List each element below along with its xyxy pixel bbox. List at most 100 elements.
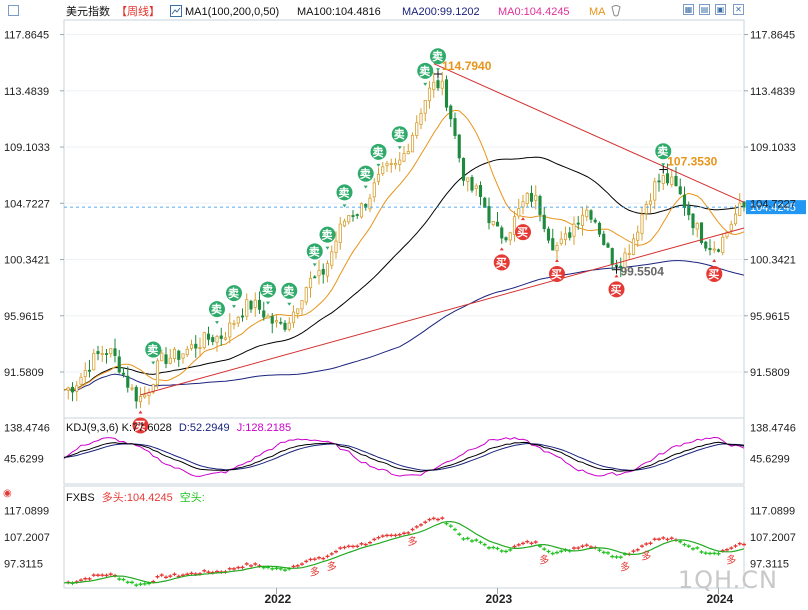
y-tick-right: 117.8645 xyxy=(750,30,795,42)
candle-body xyxy=(381,166,385,174)
ma-settings-icon[interactable] xyxy=(170,5,182,21)
candle-body xyxy=(644,204,648,214)
fxbs-long-marker: 多 xyxy=(620,561,630,574)
sell-signal-badge xyxy=(655,143,672,160)
buy-signal-label: 买 xyxy=(517,226,528,239)
y-tick-left: 100.3421 xyxy=(4,255,50,267)
candle-body xyxy=(308,277,313,289)
fxbs-tick-left: 107.2007 xyxy=(4,532,50,544)
candle-body xyxy=(313,276,317,279)
candle-body xyxy=(325,263,330,277)
candle-body xyxy=(542,214,546,230)
buy-signal-badge xyxy=(608,281,625,298)
candle-body xyxy=(100,353,104,355)
candle-body xyxy=(385,163,389,167)
candle-body xyxy=(597,222,602,235)
buy-signal-label: 买 xyxy=(611,283,622,296)
sell-arrow xyxy=(312,263,317,267)
sell-signal-badge xyxy=(336,184,353,201)
period-label[interactable]: 【周线】 xyxy=(116,6,160,18)
candle-body xyxy=(568,232,572,238)
candle-body xyxy=(398,159,402,165)
candle-body xyxy=(640,214,644,234)
candle-body xyxy=(525,192,529,204)
sell-signal-label: 卖 xyxy=(394,127,405,141)
buy-arrow xyxy=(138,410,143,414)
candle-body xyxy=(211,337,215,342)
candle-body xyxy=(665,173,670,184)
candle-body xyxy=(585,209,589,218)
sell-signal-badge xyxy=(260,281,276,298)
sell-signal-label: 卖 xyxy=(211,302,222,316)
candle-body xyxy=(155,360,160,385)
grid-icon[interactable]: ▦ xyxy=(683,4,694,15)
candle-body xyxy=(287,322,291,330)
candle-body xyxy=(440,80,444,89)
candle-body xyxy=(202,332,206,349)
candle-body xyxy=(427,87,432,102)
close-icon[interactable]: ✕ xyxy=(733,4,744,15)
candle-body xyxy=(70,386,75,393)
sell-arrow xyxy=(436,68,440,72)
ma200-label: MA200:99.1202 xyxy=(402,6,480,18)
candle-body xyxy=(653,181,657,201)
candle-body xyxy=(453,118,457,136)
sell-arrow xyxy=(661,163,666,167)
candle-body xyxy=(704,241,708,249)
candle-body xyxy=(304,287,308,303)
candle-body xyxy=(300,300,304,310)
ma-toggle-icon[interactable] xyxy=(611,5,621,21)
fxbs-tick-right: 97.3115 xyxy=(750,559,789,571)
candle-body xyxy=(185,348,189,356)
candle-body xyxy=(559,238,563,244)
candle-body xyxy=(444,79,449,108)
candle-body xyxy=(240,315,245,318)
sell-signal-label: 卖 xyxy=(419,64,430,78)
ma50-line xyxy=(63,109,745,391)
candle-body xyxy=(138,396,143,403)
candle-body xyxy=(92,352,96,371)
candle-body xyxy=(606,243,610,248)
sell-signal-label: 卖 xyxy=(309,244,320,258)
fxbs-long-marker: 多 xyxy=(641,550,651,563)
candle-body xyxy=(279,321,283,324)
fxbs-long-marker: 多 xyxy=(310,566,320,579)
candle-body xyxy=(160,352,164,362)
buy-signal-badge xyxy=(515,224,531,241)
ma-group-label: MA1(100,200,0,50) xyxy=(185,6,280,18)
candle-body xyxy=(733,213,738,225)
candle-body xyxy=(432,81,436,91)
candle-body xyxy=(419,112,423,125)
kdj-k: K:77.6028 xyxy=(121,422,172,434)
x-tick-label: 2023 xyxy=(486,592,513,606)
candle-body xyxy=(368,197,372,210)
candle-body xyxy=(470,177,474,191)
kdj-tick-left: 45.6299 xyxy=(4,454,44,466)
sell-signal-label: 卖 xyxy=(147,343,158,357)
candle-body xyxy=(194,343,198,349)
candle-body xyxy=(359,203,364,218)
y-tick-left: 104.7227 xyxy=(4,198,50,210)
y-tick-right: 95.9615 xyxy=(750,311,790,323)
kdj-d-line xyxy=(63,442,745,471)
candle-body xyxy=(423,100,427,114)
layout-icon[interactable]: ▤ xyxy=(699,4,710,15)
candle-body xyxy=(296,308,300,315)
instrument-title: 美元指数 xyxy=(66,6,110,18)
candle-body xyxy=(347,215,351,223)
candle-body xyxy=(321,268,325,275)
buy-arrow xyxy=(712,258,717,262)
sell-signal-badge xyxy=(430,48,446,65)
sell-signal-label: 卖 xyxy=(283,284,294,298)
candle-body xyxy=(389,162,393,165)
pane-collapse-icon[interactable]: ◉ xyxy=(3,488,12,499)
sell-signal-badge xyxy=(226,285,242,302)
buy-arrow xyxy=(521,217,525,221)
candle-body xyxy=(181,353,185,359)
sell-signal-badge xyxy=(391,126,408,143)
watermark: 1QH.CN xyxy=(677,566,778,594)
y-tick-left: 113.4839 xyxy=(4,86,49,98)
settings-icon[interactable]: ▣ xyxy=(715,4,726,15)
kdj-tick-right: 45.6299 xyxy=(750,454,790,466)
candle-body xyxy=(206,333,211,340)
